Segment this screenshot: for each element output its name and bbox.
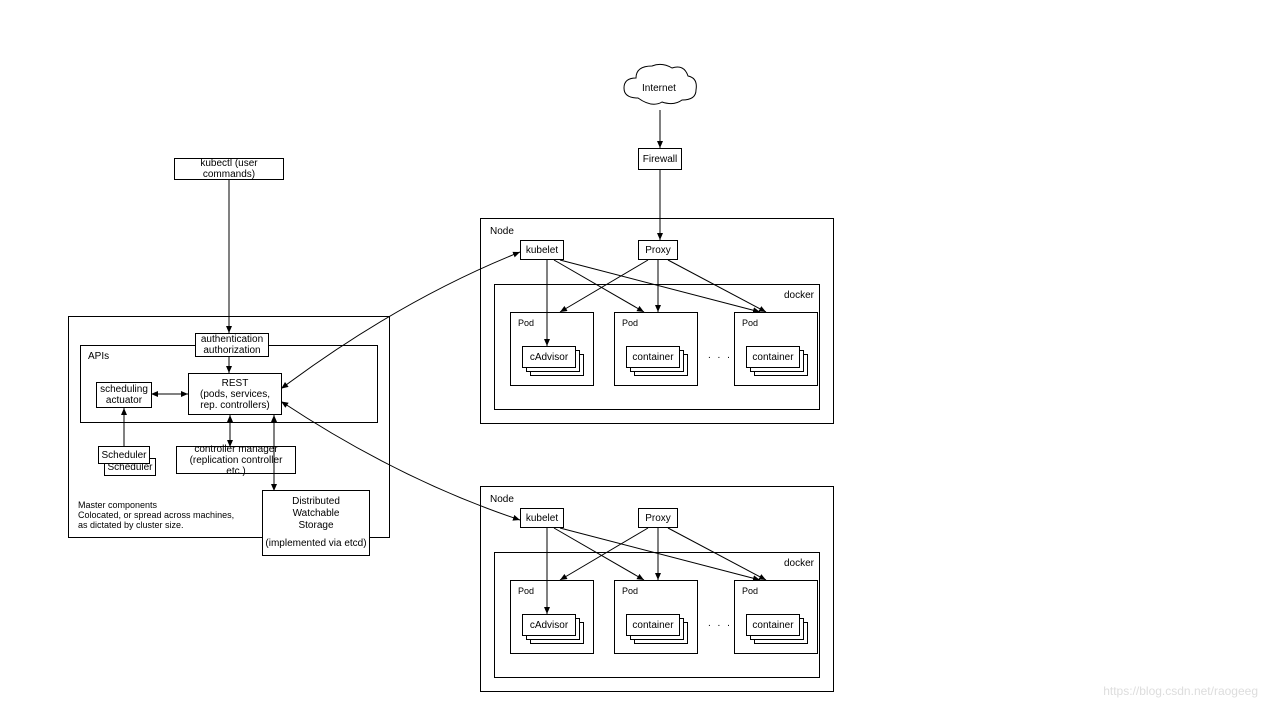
rest-label1: REST bbox=[222, 378, 249, 389]
auth-label2: authorization bbox=[203, 345, 260, 356]
kubectl-box: kubectl (user commands) bbox=[174, 158, 284, 180]
node1-pod1-label: Pod bbox=[518, 318, 534, 328]
node1-label: Node bbox=[490, 226, 514, 237]
firewall-box: Firewall bbox=[638, 148, 682, 170]
node2-docker-label: docker bbox=[784, 558, 814, 569]
node2-pod2-inner-label: container bbox=[632, 620, 673, 631]
node1-pod2-inner: container bbox=[626, 346, 680, 368]
node1-pod1-inner: cAdvisor bbox=[522, 346, 576, 368]
controller-manager-box: controller manager (replication controll… bbox=[176, 446, 296, 474]
node1-proxy-label: Proxy bbox=[645, 245, 671, 256]
firewall-label: Firewall bbox=[643, 154, 677, 165]
storage-box: Distributed Watchable Storage (implement… bbox=[262, 490, 370, 556]
internet-label: Internet bbox=[642, 83, 676, 94]
node1-docker-label: docker bbox=[784, 290, 814, 301]
node2-pod3-inner-label: container bbox=[752, 620, 793, 631]
node2-pod3-inner: container bbox=[746, 614, 800, 636]
node2-pod2-inner: container bbox=[626, 614, 680, 636]
master-footer3: as dictated by cluster size. bbox=[78, 520, 184, 530]
node2-dots: . . . bbox=[708, 618, 732, 629]
node2-pod1-label: Pod bbox=[518, 586, 534, 596]
node1-dots: . . . bbox=[708, 350, 732, 361]
master-footer1: Master components bbox=[78, 500, 157, 510]
node2-kubelet-box: kubelet bbox=[520, 508, 564, 528]
cm-label1: controller manager bbox=[194, 444, 277, 455]
node2-label: Node bbox=[490, 494, 514, 505]
node1-kubelet-label: kubelet bbox=[526, 245, 558, 256]
storage-label1: Distributed bbox=[292, 496, 340, 508]
scheduler-label1: Scheduler bbox=[101, 450, 146, 461]
rest-label2: (pods, services, bbox=[200, 389, 270, 400]
auth-label1: authentication bbox=[201, 334, 263, 345]
node1-proxy-box: Proxy bbox=[638, 240, 678, 260]
storage-label2: Watchable bbox=[293, 508, 340, 520]
node1-pod2-inner-label: container bbox=[632, 352, 673, 363]
node1-kubelet-box: kubelet bbox=[520, 240, 564, 260]
node1-pod3-inner-label: container bbox=[752, 352, 793, 363]
sched-act-label2: actuator bbox=[106, 395, 142, 406]
scheduling-actuator-box: scheduling actuator bbox=[96, 382, 152, 408]
rest-label3: rep. controllers) bbox=[200, 400, 269, 411]
apis-label: APIs bbox=[88, 351, 109, 362]
storage-label5: (implemented via etcd) bbox=[265, 538, 366, 550]
sched-act-label1: scheduling bbox=[100, 384, 148, 395]
node2-proxy-box: Proxy bbox=[638, 508, 678, 528]
node2-pod3-label: Pod bbox=[742, 586, 758, 596]
master-footer2: Colocated, or spread across machines, bbox=[78, 510, 234, 520]
kubectl-label: kubectl (user commands) bbox=[177, 158, 281, 180]
node2-pod1-inner: cAdvisor bbox=[522, 614, 576, 636]
node1-pod3-inner: container bbox=[746, 346, 800, 368]
rest-box: REST (pods, services, rep. controllers) bbox=[188, 373, 282, 415]
auth-box: authentication authorization bbox=[195, 333, 269, 357]
storage-label3: Storage bbox=[298, 520, 333, 532]
node2-pod1-inner-label: cAdvisor bbox=[530, 620, 568, 631]
node2-kubelet-label: kubelet bbox=[526, 513, 558, 524]
scheduler-box-1: Scheduler bbox=[98, 446, 150, 464]
watermark: https://blog.csdn.net/raogeeg bbox=[1103, 684, 1258, 698]
cm-label2: (replication controller etc.) bbox=[179, 455, 293, 477]
node2-proxy-label: Proxy bbox=[645, 513, 671, 524]
node1-pod2-label: Pod bbox=[622, 318, 638, 328]
node1-pod3-label: Pod bbox=[742, 318, 758, 328]
node2-pod2-label: Pod bbox=[622, 586, 638, 596]
node1-pod1-inner-label: cAdvisor bbox=[530, 352, 568, 363]
